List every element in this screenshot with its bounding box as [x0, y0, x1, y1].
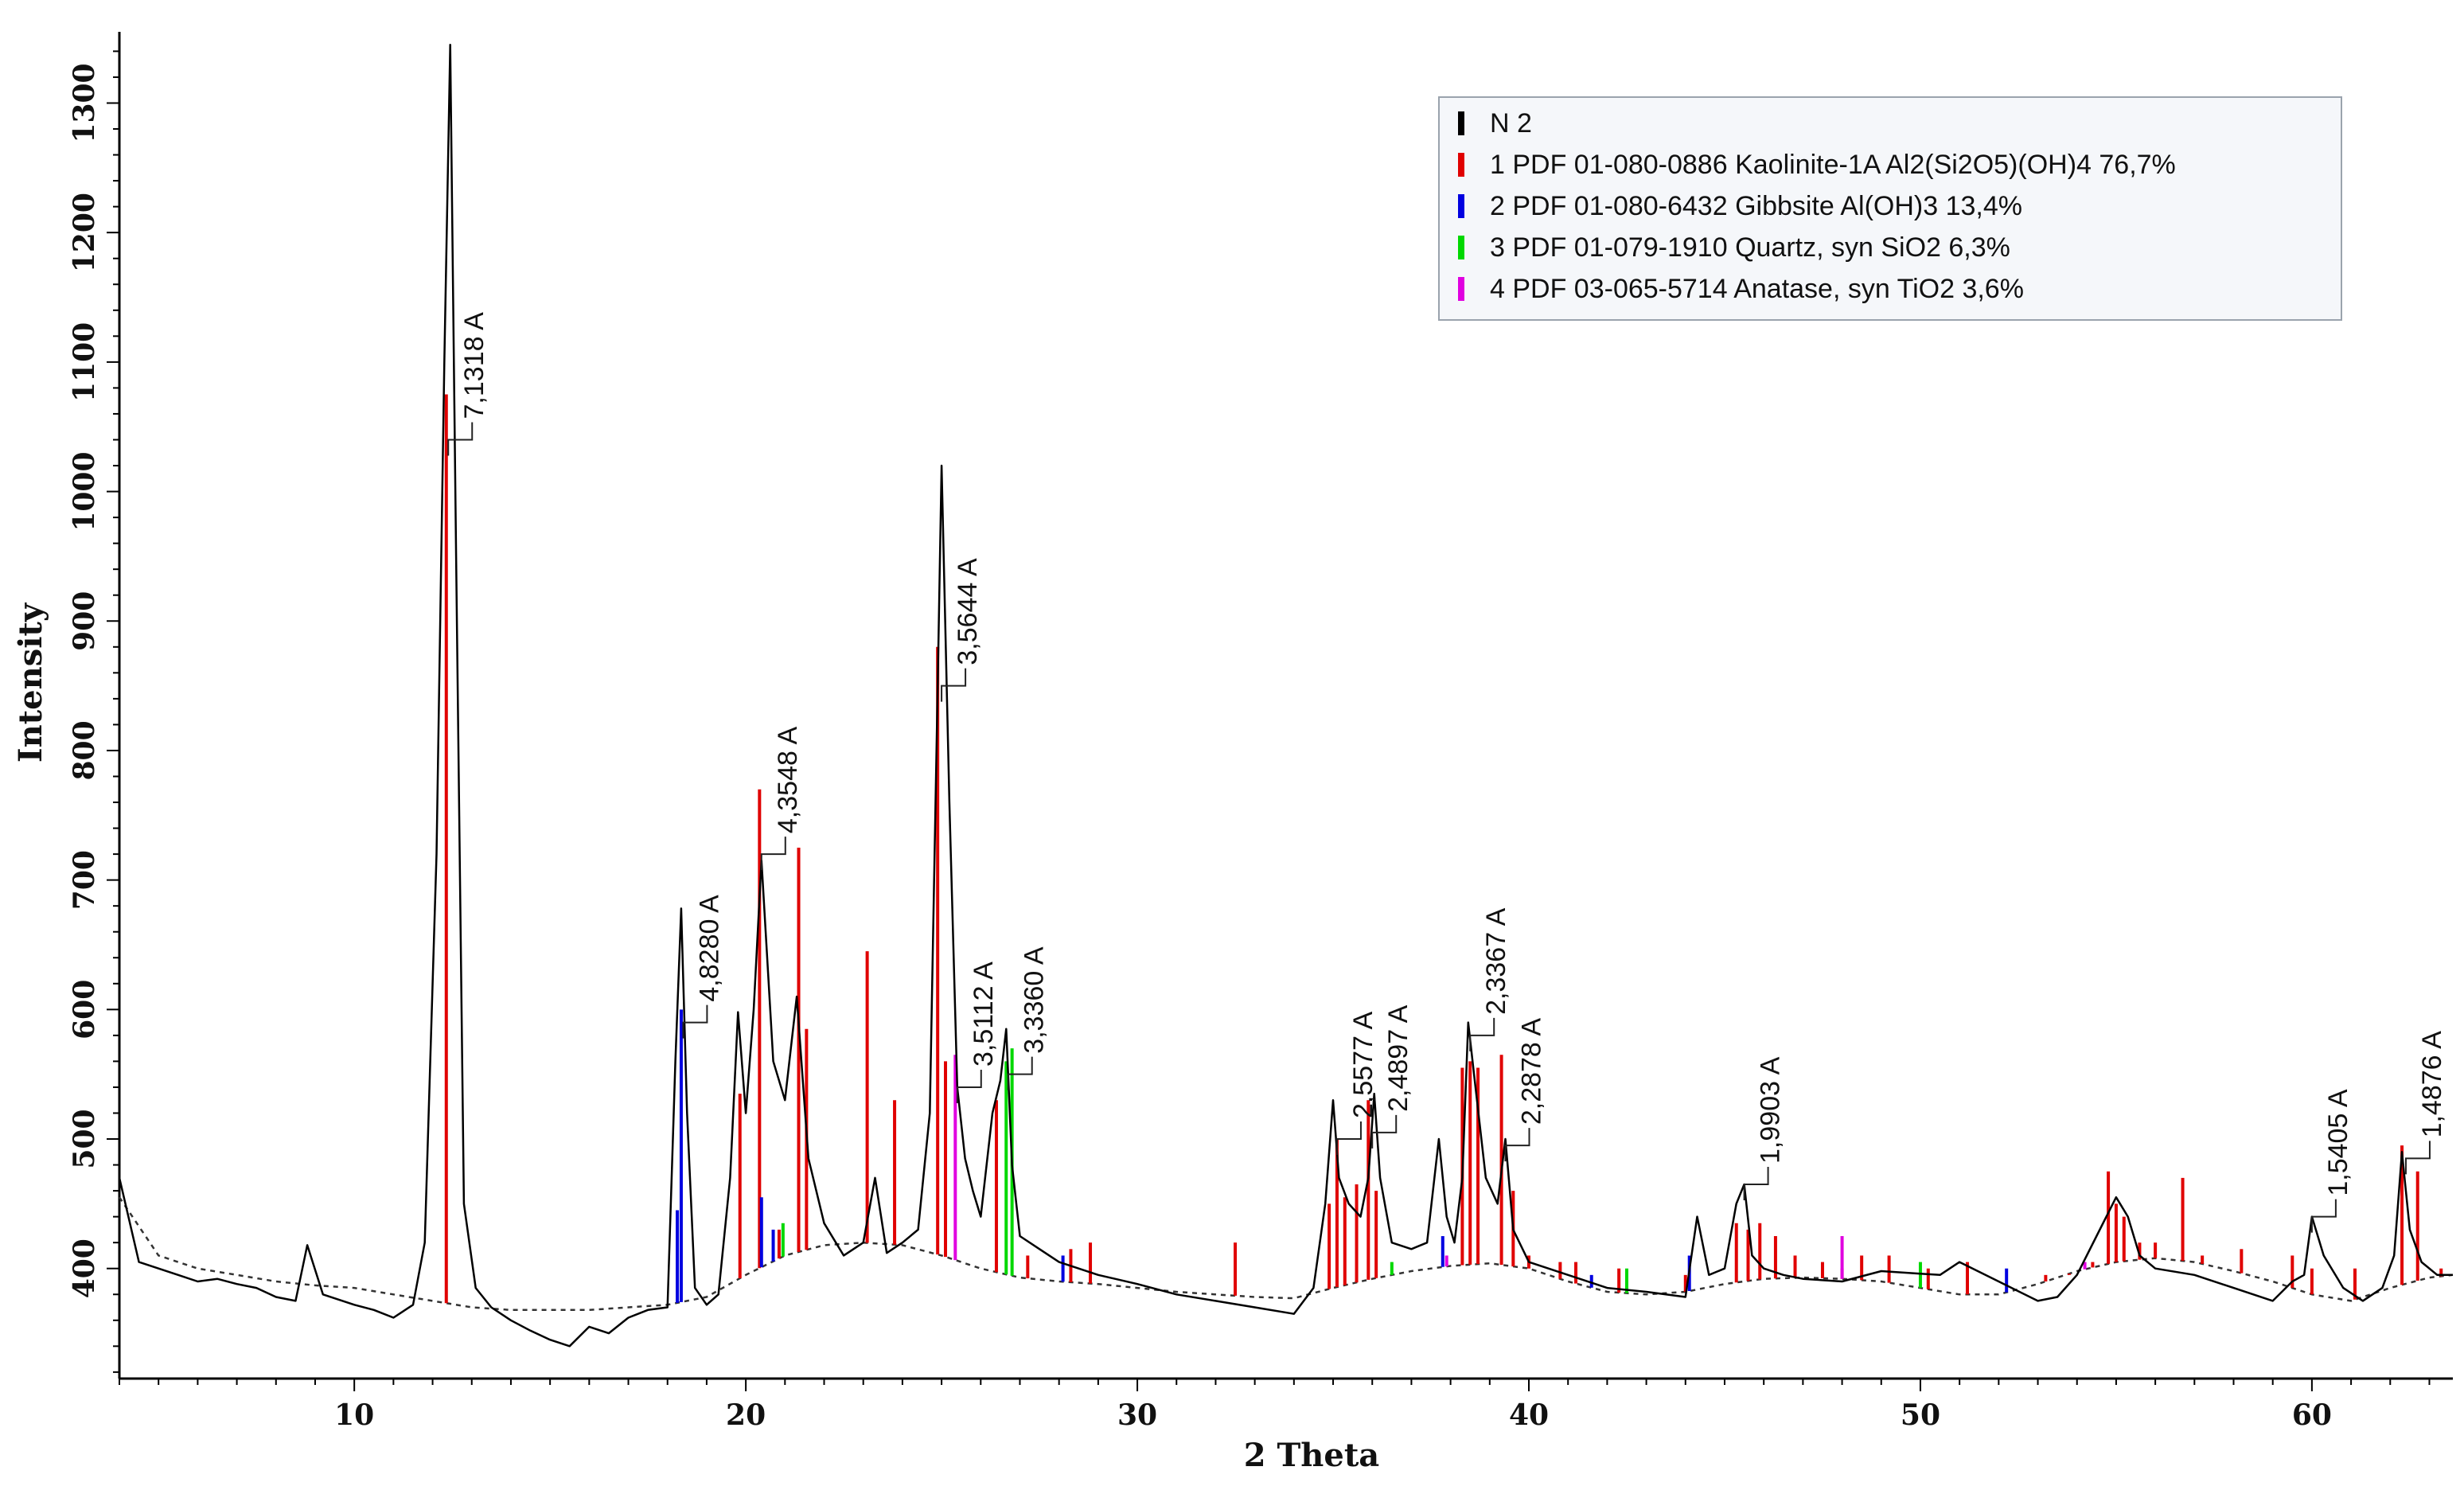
legend-entry: 4 PDF 03-065-5714 Anatase, syn TiO2 3,6% [1490, 274, 2024, 304]
peak-label-leader [760, 837, 786, 871]
peak-label-text: 2,5577 A [1348, 1011, 1378, 1118]
peak-label-text: 1,5405 A [2323, 1089, 2353, 1196]
legend-box [1438, 96, 2342, 321]
diffraction-trace [118, 44, 2453, 1348]
peak-label: 2,4897 A [1371, 1004, 1413, 1149]
peak-label-text: 3,5644 A [953, 558, 983, 665]
peak-label: 1,9903 A [1743, 1056, 1786, 1200]
legend-entry: N 2 [1490, 108, 1532, 138]
y-tick-label: 1000 [68, 451, 101, 531]
background-layer [118, 1196, 2454, 1312]
trace-layer [118, 44, 2453, 1348]
legend-swatch [1458, 194, 1464, 218]
peak-label-leader [1743, 1166, 1769, 1200]
peak-label-text: 3,3360 A [1020, 946, 1050, 1054]
legend-entry: 2 PDF 01-080-6432 Gibbsite Al(OH)3 13,4% [1490, 191, 2022, 221]
peak-label-leader [941, 668, 967, 702]
peak-label-text: 4,3548 A [773, 727, 803, 834]
legend: N 2 1 PDF 01-080-0886 Kaolinite-1A Al2(Si… [1438, 96, 2342, 321]
peak-label-text: 1,9903 A [1756, 1056, 1786, 1164]
peak-label: 2,5577 A [1335, 1011, 1378, 1156]
x-tick-label: 50 [1901, 1398, 1940, 1432]
peak-label: 4,3548 A [760, 727, 803, 871]
peak-label: 3,3360 A [1007, 946, 1050, 1090]
y-tick-label: 1100 [68, 322, 101, 402]
peak-label: 2,2878 A [1504, 1018, 1546, 1162]
y-tick-label: 500 [68, 1109, 101, 1168]
y-tick-label: 1200 [68, 193, 101, 272]
legend-swatch [1458, 277, 1464, 301]
peak-label-leader [2404, 1141, 2431, 1175]
x-tick-label: 10 [334, 1398, 374, 1432]
peak-label-leader [682, 1004, 708, 1039]
peak-label: 2,3367 A [1469, 907, 1511, 1051]
peak-label: 4,8280 A [682, 895, 724, 1039]
peak-label-leader [1335, 1121, 1362, 1156]
peak-labels-layer: 7,1318 A 4,8280 A 4,3548 A 3,5644 A 3,5112 A… [447, 312, 2447, 1233]
peak-label-leader [1504, 1128, 1530, 1162]
x-tick-label: 60 [2292, 1398, 2332, 1432]
x-tick-label: 40 [1509, 1398, 1549, 1432]
y-tick-label: 900 [68, 591, 101, 651]
y-axis-title: Intensity [12, 602, 49, 763]
legend-entry: 1 PDF 01-080-0886 Kaolinite-1A Al2(Si2O5… [1490, 150, 2176, 180]
peak-label-text: 2,2878 A [1516, 1018, 1546, 1125]
peak-label-text: 2,3367 A [1481, 907, 1511, 1015]
peak-label: 3,5112 A [956, 961, 999, 1103]
x-tick-label: 20 [726, 1398, 766, 1432]
y-tick-label: 1300 [68, 63, 101, 142]
peak-label: 3,5644 A [941, 558, 983, 702]
peak-label: 1,5405 A [2310, 1089, 2353, 1233]
legend-swatch [1458, 236, 1464, 259]
peak-label-text: 3,5112 A [969, 961, 999, 1067]
peak-label-leader [956, 1069, 982, 1103]
y-tick-label: 800 [68, 720, 101, 780]
y-tick-label: 400 [68, 1238, 101, 1298]
peak-label-leader [1007, 1056, 1033, 1090]
peak-label-leader [447, 422, 474, 456]
peak-label: 7,1318 A [447, 312, 489, 456]
peak-label-text: 1,4876 A [2417, 1031, 2447, 1138]
y-tick-label: 700 [68, 850, 101, 910]
legend-swatch [1458, 111, 1464, 135]
background-curve [118, 1196, 2454, 1312]
legend-swatch [1458, 153, 1464, 177]
x-axis-title: 2 Theta [1244, 1437, 1379, 1474]
peak-label-text: 2,4897 A [1383, 1004, 1413, 1112]
peak-label-leader [1371, 1114, 1398, 1149]
axes-layer: 10 20 30 40 50 60 400 500 600 700 800 900 1000 1100 12… [68, 32, 2453, 1432]
peak-label-text: 7,1318 A [459, 312, 489, 419]
peak-label: 1,4876 A [2404, 1031, 2447, 1175]
x-tick-label: 30 [1117, 1398, 1157, 1432]
y-tick-label: 600 [68, 980, 101, 1039]
peak-label-leader [1469, 1017, 1495, 1051]
legend-entry: 3 PDF 01-079-1910 Quartz, syn SiO2 6,3% [1490, 232, 2010, 263]
peak-label-leader [2310, 1199, 2337, 1233]
peak-label-text: 4,8280 A [694, 895, 724, 1002]
